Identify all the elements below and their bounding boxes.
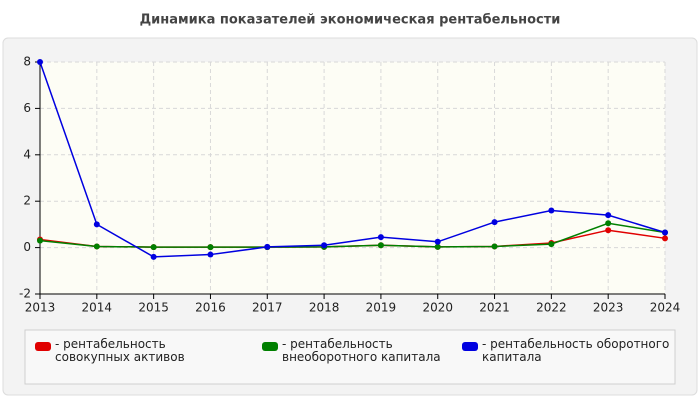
data-point — [377, 234, 384, 241]
data-point — [93, 243, 100, 250]
data-point — [37, 59, 43, 65]
x-tick-label: 2013 — [25, 301, 56, 315]
legend-item: - рентабельность оборотного капитала — [482, 338, 670, 364]
x-tick-label: 2024 — [650, 301, 681, 315]
x-tick-label: 2023 — [593, 301, 624, 315]
data-point — [150, 253, 157, 260]
legend-item: - рентабельность внеоборотного капитала — [282, 338, 441, 364]
y-tick-label: 6 — [23, 101, 31, 115]
y-tick-label: 2 — [23, 194, 31, 208]
data-point — [548, 241, 555, 248]
x-tick-label: 2020 — [422, 301, 453, 315]
legend-item: - рентабельность совокупных активов — [55, 338, 185, 364]
y-tick-label: -2 — [19, 287, 31, 301]
x-tick-label: 2022 — [536, 301, 567, 315]
data-point — [264, 243, 271, 250]
plot-area — [40, 62, 665, 294]
data-point — [605, 220, 612, 227]
legend-box — [24, 329, 676, 385]
legend-label: - рентабельность внеоборотного капитала — [282, 338, 441, 364]
data-point — [93, 221, 100, 228]
legend-swatch — [35, 342, 51, 351]
data-point — [491, 219, 498, 226]
data-point — [662, 229, 668, 236]
series-line — [39, 61, 666, 258]
y-tick-label: 0 — [23, 240, 31, 254]
data-point — [605, 212, 612, 219]
data-point — [434, 243, 441, 250]
x-tick-label: 2019 — [366, 301, 397, 315]
data-point — [377, 242, 384, 249]
series-line — [39, 222, 666, 248]
x-tick-label: 2018 — [309, 301, 340, 315]
legend-swatch — [262, 342, 278, 351]
data-point — [321, 242, 328, 249]
x-tick-label: 2016 — [195, 301, 226, 315]
legend-label: - рентабельность совокупных активов — [55, 338, 185, 364]
data-point — [662, 235, 668, 242]
chart-title: Динамика показателей экономическая рента… — [140, 13, 561, 28]
data-point — [548, 207, 555, 214]
data-point — [207, 251, 214, 258]
x-tick-label: 2021 — [479, 301, 510, 315]
legend-swatch — [462, 342, 478, 351]
x-tick-label: 2014 — [82, 301, 113, 315]
data-point — [605, 227, 612, 234]
y-tick-label: 8 — [23, 55, 31, 69]
y-tick-label: 4 — [23, 147, 31, 161]
data-point — [491, 243, 498, 250]
data-point — [207, 244, 214, 251]
legend-label: - рентабельность оборотного капитала — [482, 338, 670, 364]
data-point — [150, 244, 157, 251]
data-point — [434, 238, 441, 245]
data-point — [37, 237, 43, 244]
x-tick-label: 2017 — [252, 301, 283, 315]
x-tick-label: 2015 — [138, 301, 169, 315]
